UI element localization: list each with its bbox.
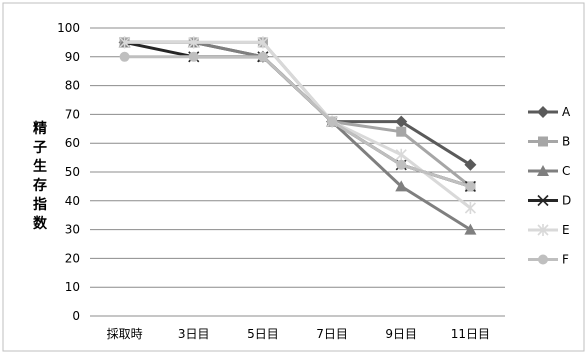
y-axis-label-char: 生 — [33, 158, 47, 175]
data-point-e — [119, 36, 131, 49]
y-tick-label: 40 — [65, 194, 80, 208]
legend-label: A — [562, 105, 571, 119]
y-tick-label: 20 — [65, 251, 80, 265]
legend: A B C D E F — [528, 105, 571, 267]
y-axis-label-char: 数 — [33, 215, 48, 232]
x-tick-label: 3日目 — [178, 327, 210, 341]
legend-item-a: A — [528, 105, 571, 119]
y-tick-label: 90 — [65, 50, 80, 64]
x-tick-label: 11日目 — [451, 327, 490, 341]
series-line-e — [124, 40, 472, 210]
x-tick-label: 9日目 — [385, 327, 417, 341]
legend-item-b: B — [528, 135, 570, 149]
y-axis-ticks: 0 10 20 30 40 50 60 70 80 90 100 — [57, 21, 80, 323]
data-point-e — [464, 202, 476, 214]
y-tick-label: 10 — [65, 280, 80, 294]
y-tick-label: 80 — [65, 79, 80, 93]
data-point-c — [395, 180, 408, 192]
y-tick-label: 0 — [72, 309, 80, 323]
x-tick-label: 7日目 — [316, 327, 348, 341]
data-point-f — [188, 51, 199, 62]
y-tick-label: 50 — [65, 165, 80, 179]
data-point-f — [396, 159, 407, 170]
legend-marker — [537, 224, 549, 236]
legend-item-e: E — [528, 223, 570, 237]
legend-marker — [537, 194, 549, 207]
legend-marker — [538, 136, 548, 147]
legend-item-f: F — [528, 253, 569, 267]
series-line-f — [124, 55, 471, 188]
data-point-f — [257, 51, 268, 62]
y-axis-label-char: 精 — [33, 120, 47, 137]
x-tick-label: 5日目 — [247, 327, 279, 341]
y-axis-label-char: 存 — [33, 177, 47, 194]
series-f — [119, 51, 476, 192]
y-axis-label-char: 指 — [33, 196, 47, 213]
legend-label: D — [562, 194, 571, 208]
y-tick-label: 60 — [65, 136, 80, 150]
legend-item-c: C — [528, 164, 570, 178]
y-axis-label-char: 子 — [33, 140, 47, 156]
x-tick-label: 採取時 — [107, 327, 143, 341]
data-point-a — [464, 158, 477, 171]
series-layer — [118, 36, 477, 235]
x-axis-ticks: 採取時 3日目 5日目 7日目 9日目 11日目 — [107, 327, 490, 341]
legend-marker — [538, 254, 548, 265]
legend-label: C — [562, 164, 570, 178]
legend-item-d: D — [528, 194, 571, 208]
data-point-e — [188, 36, 200, 49]
y-tick-label: 100 — [57, 21, 80, 35]
y-tick-label: 70 — [65, 107, 80, 121]
grid-lines — [90, 27, 505, 317]
data-point-e — [395, 148, 407, 161]
legend-label: E — [562, 223, 570, 237]
data-point-f — [465, 181, 476, 192]
data-point-b — [396, 126, 407, 137]
legend-marker — [537, 106, 549, 118]
y-tick-label: 30 — [65, 223, 80, 237]
legend-marker — [537, 165, 549, 176]
legend-label: B — [562, 135, 570, 149]
data-point-f — [327, 116, 338, 127]
data-point-f — [119, 51, 130, 62]
data-point-e — [257, 36, 269, 49]
data-point-c — [464, 223, 477, 235]
data-point-a — [395, 115, 408, 128]
legend-label: F — [562, 253, 569, 267]
